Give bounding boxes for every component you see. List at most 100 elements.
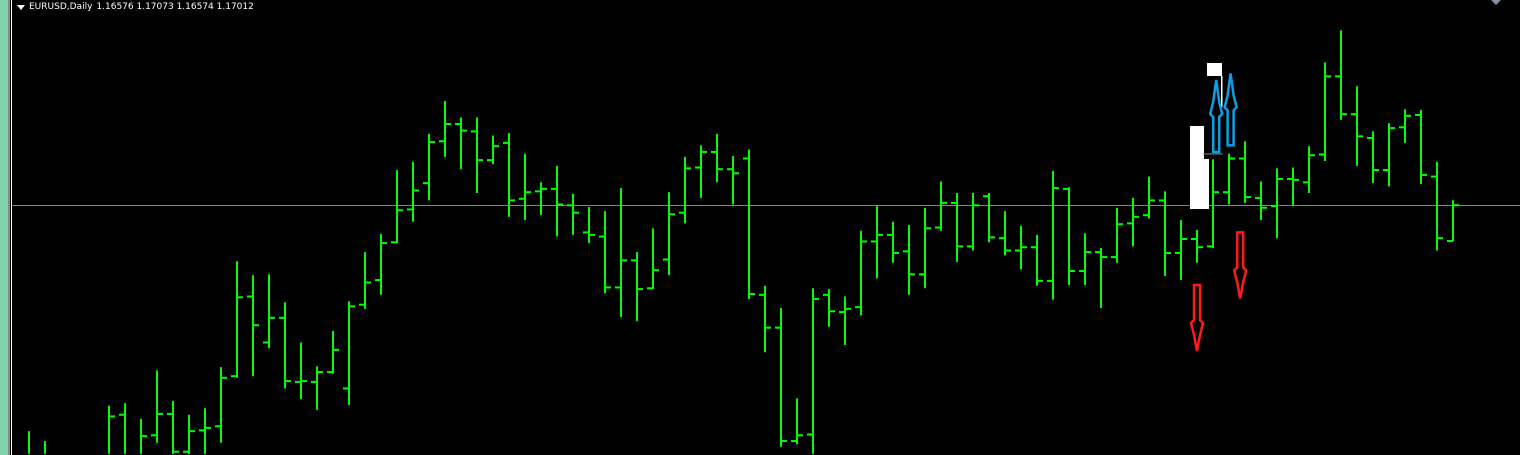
- ohlc-bar[interactable]: [471, 117, 483, 194]
- ohlc-bar[interactable]: [1255, 181, 1267, 221]
- scroll-marker-triangle-icon[interactable]: [1491, 0, 1501, 5]
- dropdown-triangle-icon[interactable]: [17, 4, 25, 10]
- ohlc-bar[interactable]: [1159, 191, 1171, 276]
- ohlc-bar[interactable]: [1303, 146, 1315, 194]
- ohlc-bar[interactable]: [695, 145, 707, 198]
- ohlc-bar[interactable]: [775, 307, 787, 447]
- ohlc-bar[interactable]: [871, 206, 883, 279]
- ohlc-bar[interactable]: [503, 133, 515, 217]
- ohlc-bar[interactable]: [140, 418, 147, 454]
- object-vertical-line[interactable]: [1221, 76, 1223, 107]
- ohlc-bar[interactable]: [823, 289, 835, 327]
- window-border-divider: [8, 0, 10, 455]
- ohlc-bar[interactable]: [1287, 167, 1299, 206]
- ohlc-bar[interactable]: [551, 165, 563, 237]
- object-label-square[interactable]: [1207, 63, 1222, 76]
- ohlc-bar[interactable]: [1367, 131, 1379, 184]
- ohlc-bar[interactable]: [1271, 168, 1283, 239]
- ohlc-bar[interactable]: [1031, 234, 1043, 286]
- ohlc-bar[interactable]: [1111, 207, 1123, 263]
- ohlc-bar[interactable]: [407, 161, 419, 222]
- ohlc-bar[interactable]: [1223, 153, 1235, 205]
- ohlc-bar[interactable]: [1383, 123, 1395, 187]
- ohlc-bar[interactable]: [1079, 233, 1091, 285]
- ohlc-bar[interactable]: [279, 302, 291, 389]
- ohlc-bar[interactable]: [807, 288, 819, 454]
- ohlc-bar[interactable]: [1335, 30, 1347, 120]
- ohlc-bar[interactable]: [839, 296, 851, 345]
- ohlc-bar[interactable]: [1143, 176, 1155, 219]
- ohlc-bar[interactable]: [167, 400, 179, 454]
- ohlc-bar[interactable]: [231, 261, 243, 378]
- ohlc-bar[interactable]: [743, 149, 755, 299]
- ohlc-bar[interactable]: [647, 228, 659, 290]
- ohlc-bar[interactable]: [1063, 187, 1075, 285]
- ohlc-bar[interactable]: [423, 133, 435, 201]
- ohlc-bar[interactable]: [455, 117, 467, 170]
- ohlc-bar[interactable]: [951, 193, 963, 262]
- ohlc-bar[interactable]: [247, 275, 259, 377]
- ohlc-bar[interactable]: [359, 252, 371, 309]
- ohlc-bar[interactable]: [375, 234, 387, 295]
- ohlc-bar[interactable]: [151, 370, 163, 443]
- ohlc-bar[interactable]: [1319, 62, 1331, 161]
- ohlc-bar[interactable]: [855, 230, 867, 316]
- ohlc-bar[interactable]: [903, 225, 915, 295]
- ohlc-bar[interactable]: [967, 193, 979, 251]
- ohlc-bar[interactable]: [887, 221, 899, 263]
- ohlc-bars: [28, 30, 1459, 454]
- ohlc-bar[interactable]: [199, 408, 211, 454]
- ohlc-bar[interactable]: [983, 193, 995, 243]
- ohlc-bar[interactable]: [295, 342, 307, 400]
- ohlc-bar[interactable]: [1431, 161, 1443, 251]
- ohlc-bar[interactable]: [791, 398, 803, 445]
- ohlc-bar[interactable]: [1399, 109, 1411, 143]
- ohlc-bar[interactable]: [1095, 248, 1107, 308]
- ohlc-bar[interactable]: [1239, 141, 1251, 203]
- ohlc-bar[interactable]: [583, 206, 595, 244]
- ohlc-bar[interactable]: [1175, 220, 1187, 281]
- ohlc-bar[interactable]: [327, 330, 339, 374]
- ohlc-bar[interactable]: [567, 193, 579, 235]
- ohlc-bar[interactable]: [711, 133, 723, 183]
- ohlc-bar[interactable]: [679, 156, 691, 224]
- object-rectangle[interactable]: [1190, 126, 1204, 209]
- ohlc-readout: 1.16576 1.17073 1.16574 1.17012: [96, 2, 254, 12]
- ohlc-bar[interactable]: [311, 366, 323, 410]
- ohlc-bar[interactable]: [919, 207, 931, 289]
- ohlc-bar[interactable]: [519, 153, 531, 221]
- buy-arrow-icon[interactable]: [1208, 79, 1224, 154]
- ohlc-bar[interactable]: [263, 274, 275, 349]
- ohlc-bar[interactable]: [759, 285, 771, 353]
- sell-arrow-icon[interactable]: [1232, 231, 1248, 299]
- ohlc-bar[interactable]: [1447, 200, 1459, 242]
- buy-arrow-icon[interactable]: [1223, 73, 1238, 147]
- ohlc-bar[interactable]: [343, 301, 355, 405]
- ohlc-bar[interactable]: [1207, 159, 1219, 249]
- ohlc-bar[interactable]: [599, 211, 611, 294]
- ohlc-bar[interactable]: [1047, 170, 1059, 300]
- ohlc-bar[interactable]: [215, 367, 227, 443]
- ohlc-bar[interactable]: [999, 211, 1011, 256]
- ohlc-bar[interactable]: [1015, 225, 1027, 270]
- ohlc-bar[interactable]: [439, 101, 451, 157]
- ohlc-bar[interactable]: [535, 182, 547, 216]
- ohlc-bar[interactable]: [631, 252, 643, 322]
- sell-arrow-icon[interactable]: [1189, 283, 1205, 352]
- ohlc-bar[interactable]: [391, 170, 403, 244]
- ohlc-bar[interactable]: [487, 135, 499, 165]
- ohlc-bar[interactable]: [183, 414, 195, 454]
- signal-arrows: [1189, 73, 1248, 352]
- ohlc-bar[interactable]: [1415, 110, 1427, 184]
- object-rectangle[interactable]: [1203, 159, 1209, 209]
- ohlc-bar[interactable]: [108, 405, 115, 454]
- ohlc-bar[interactable]: [663, 192, 675, 276]
- ohlc-bar[interactable]: [1127, 197, 1139, 247]
- ohlc-bar[interactable]: [615, 188, 627, 318]
- ohlc-bar[interactable]: [727, 156, 739, 205]
- ohlc-bar[interactable]: [935, 181, 947, 231]
- ohlc-bar[interactable]: [119, 403, 126, 454]
- ohlc-bar[interactable]: [1191, 229, 1203, 263]
- ohlc-bar[interactable]: [1351, 86, 1363, 166]
